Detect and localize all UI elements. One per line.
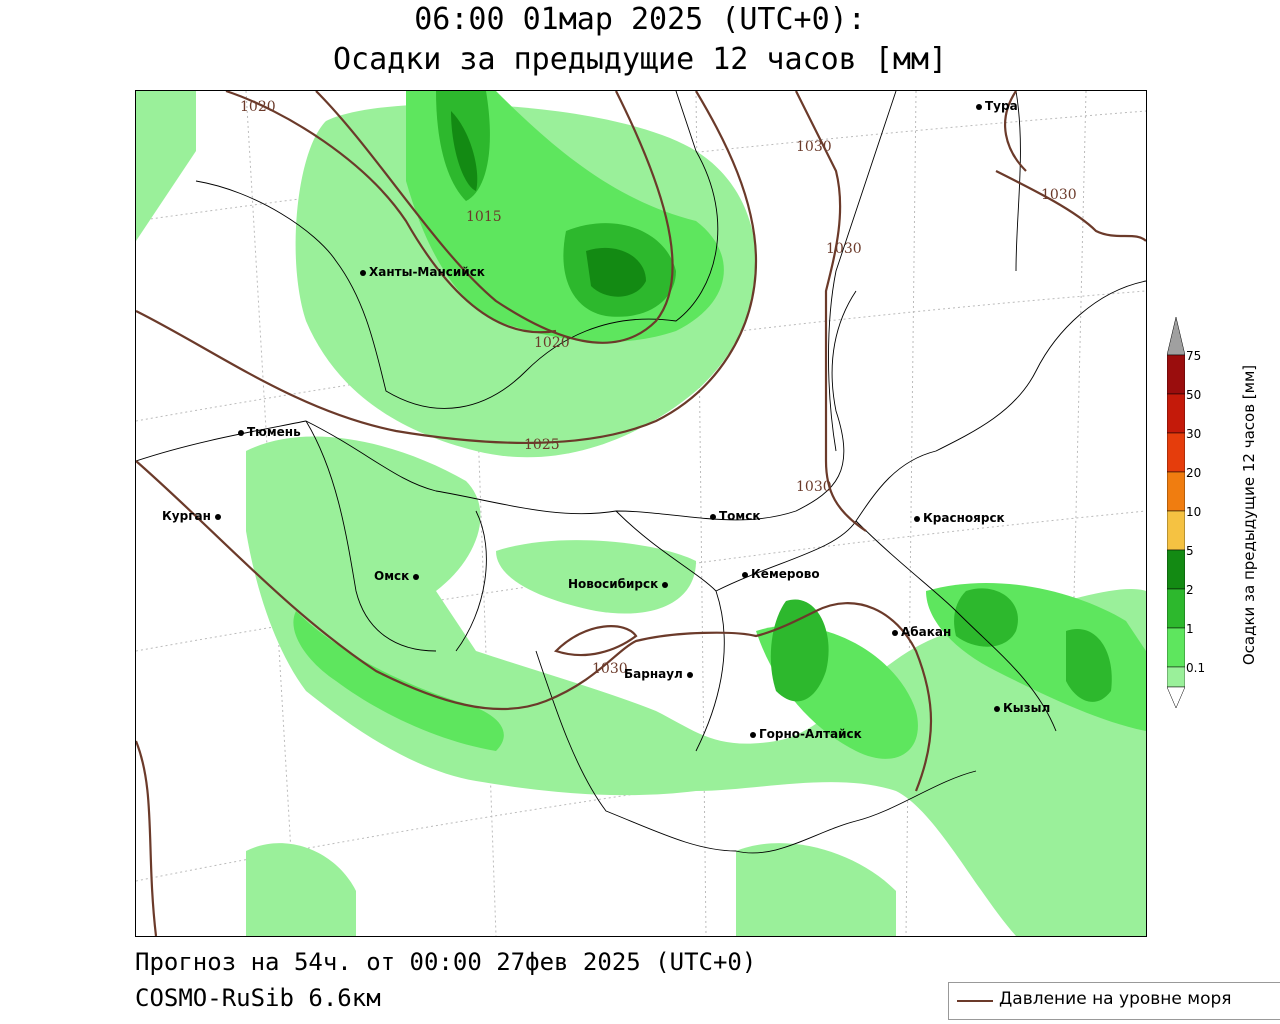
model-name: COSMO-RuSib 6.6км	[135, 984, 381, 1012]
colorbar-tick: 10	[1186, 505, 1202, 519]
city-label: Омск	[374, 569, 422, 583]
city-label: Кемерово	[742, 567, 820, 581]
city-label: Абакан	[892, 625, 951, 639]
pressure-legend-label: Давление на уровне моря	[999, 989, 1232, 1009]
isobars	[136, 91, 1146, 936]
city-label: Курган	[162, 509, 224, 523]
isobar-label: 1030	[796, 139, 832, 155]
city-label: Кызыл	[994, 701, 1050, 715]
isobar-label: 1030	[1041, 187, 1077, 203]
forecast-info: Прогноз на 54ч. от 00:00 27фев 2025 (UTC…	[135, 948, 757, 976]
pressure-line-swatch	[957, 1000, 993, 1002]
colorbar-tick: 2	[1186, 583, 1194, 597]
colorbar-tick: 50	[1186, 388, 1202, 402]
map-title: 06:00 01мар 2025 (UTC+0):	[414, 2, 866, 37]
admin-borders	[136, 91, 1146, 854]
isobar-label: 1030	[826, 241, 862, 257]
map-canvas	[136, 91, 1146, 936]
city-label: Горно-Алтайск	[750, 727, 862, 741]
city-label: Красноярск	[914, 511, 1005, 525]
pressure-legend: Давление на уровне моря	[948, 982, 1280, 1020]
isobar-label: 1025	[524, 437, 560, 453]
isobar-label: 1030	[796, 479, 832, 495]
isobar-label: 1020	[240, 99, 276, 115]
colorbar-tick: 0.1	[1186, 661, 1206, 675]
colorbar-tick: 5	[1186, 544, 1194, 558]
city-label: Томск	[710, 509, 761, 523]
city-label: Барнаул	[624, 667, 696, 681]
colorbar-tick: 1	[1186, 622, 1194, 636]
precipitation-colorbar	[1167, 316, 1185, 709]
colorbar-tick: 75	[1186, 349, 1202, 363]
city-label: Тура	[976, 99, 1018, 113]
isobar-label: 1015	[466, 209, 502, 225]
map-subtitle: Осадки за предыдущие 12 часов [мм]	[332, 42, 948, 77]
city-label: Тюмень	[238, 425, 301, 439]
city-label: Новосибирск	[568, 577, 671, 591]
colorbar-title: Осадки за предыдущие 12 часов [мм]	[1240, 364, 1258, 666]
isobar-label: 1030	[592, 661, 628, 677]
colorbar-tick: 20	[1186, 466, 1202, 480]
city-label: Ханты-Мансийск	[360, 265, 485, 279]
colorbar-tick: 30	[1186, 427, 1202, 441]
precipitation-map: 1020 1030 1030 1030 1015 1020 1025 1030 …	[135, 90, 1147, 937]
isobar-label: 1020	[534, 335, 570, 351]
